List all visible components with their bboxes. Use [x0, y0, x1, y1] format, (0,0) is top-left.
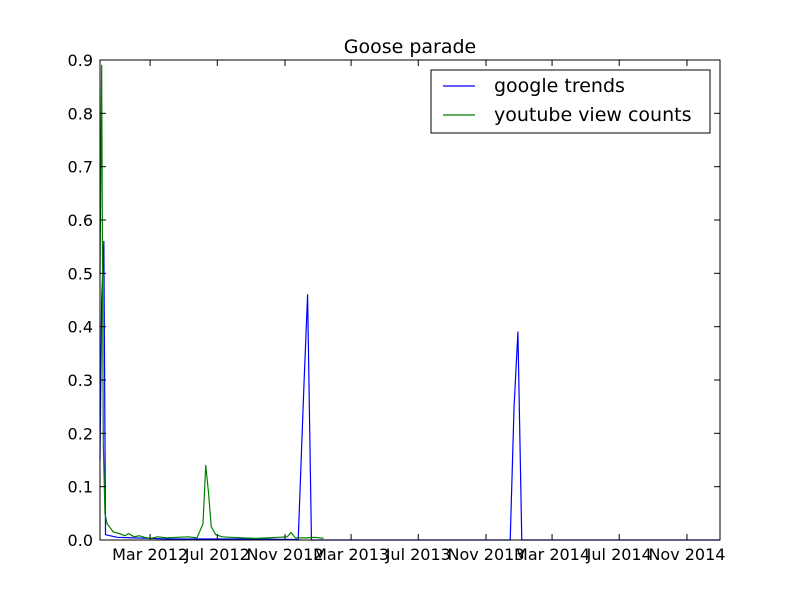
legend-box	[430, 69, 711, 134]
series-line-google-trends	[99, 240, 720, 541]
legend-label-youtube-view-counts: youtube view counts	[494, 104, 692, 126]
y-tick-label: 0.8	[68, 104, 93, 123]
x-tick-label: Nov 2014	[648, 545, 725, 564]
y-tick-label: 0.1	[68, 478, 93, 497]
legend-label-google-trends: google trends	[494, 75, 625, 97]
series-line-youtube-view-counts	[99, 64, 324, 539]
y-tick-label: 0.6	[68, 211, 93, 230]
y-tick-label: 0.9	[68, 51, 93, 70]
plot-series	[99, 64, 720, 541]
chart-title: Goose parade	[344, 36, 477, 58]
y-tick-label: 0.2	[68, 424, 93, 443]
y-tick-label: 0.4	[68, 318, 93, 337]
x-tick-label: Nov 2012	[246, 545, 323, 564]
x-tick-label: Mar 2013	[313, 545, 389, 564]
y-tick-label: 0.3	[68, 371, 93, 390]
y-tick-label: 0.0	[68, 531, 93, 550]
x-tick-label: Mar 2014	[514, 545, 590, 564]
x-tick-label: Nov 2013	[447, 545, 524, 564]
plot-frame	[99, 59, 721, 541]
y-tick-label: 0.7	[68, 158, 93, 177]
x-tick-label: Jul 2014	[586, 545, 652, 564]
y-axis: 0.0 0.1 0.2 0.3 0.4 0.5 0.6 0.7 0.8 0.9	[68, 51, 720, 550]
legend: google trends youtube view counts	[430, 69, 711, 134]
x-tick-label: Mar 2012	[112, 545, 188, 564]
y-tick-label: 0.5	[68, 264, 93, 283]
x-tick-label: Jul 2012	[184, 545, 250, 564]
x-tick-label: Jul 2013	[385, 545, 451, 564]
